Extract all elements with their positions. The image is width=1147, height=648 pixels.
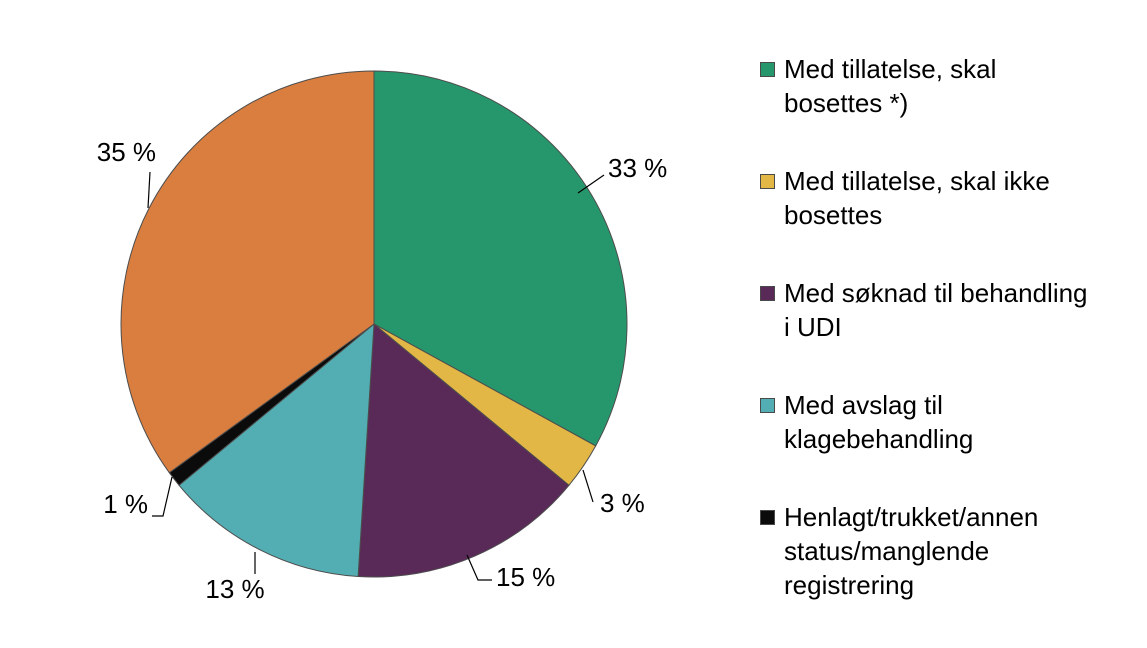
legend-label: Med søknad til behandling i UDI (784, 278, 1088, 342)
legend-swatch (760, 398, 775, 413)
pie-slice (120, 70, 375, 474)
pie-slice (373, 70, 628, 447)
slice-labels: 33 % 3 % 15 % 13 % 1 % 35 % (97, 137, 668, 604)
leader-lines (147, 171, 605, 581)
legend-swatch (760, 62, 775, 77)
slice-value-label: 35 % (97, 137, 156, 167)
slice-value-label: 15 % (496, 562, 555, 592)
slice-value-label: 1 % (103, 489, 148, 519)
pie-slices (120, 70, 628, 578)
legend-label: Med tillatelse, skal bosettes *) (784, 54, 997, 118)
legend-swatch (760, 510, 775, 525)
legend-swatch (760, 286, 775, 301)
pie-chart: 33 % 3 % 15 % 13 % 1 % 35 % (97, 70, 668, 604)
leader-line (147, 171, 151, 209)
pie-slice (178, 322, 375, 578)
legend-label: Med tillatelse, skal ikke bosettes (784, 166, 1050, 230)
legend-swatch (760, 174, 775, 189)
legend-label: Med avslag til klagebehandling (784, 390, 974, 454)
pie-slice (357, 322, 570, 578)
slice-value-label: 13 % (205, 574, 264, 604)
leader-line (466, 554, 492, 581)
leader-line (582, 469, 594, 503)
leader-line (152, 476, 173, 517)
legend-label: Henlagt/trukket/annen status/manglende r… (784, 502, 1039, 600)
slice-value-label: 3 % (600, 488, 645, 518)
slice-value-label: 33 % (608, 153, 667, 183)
leader-line (577, 174, 605, 194)
